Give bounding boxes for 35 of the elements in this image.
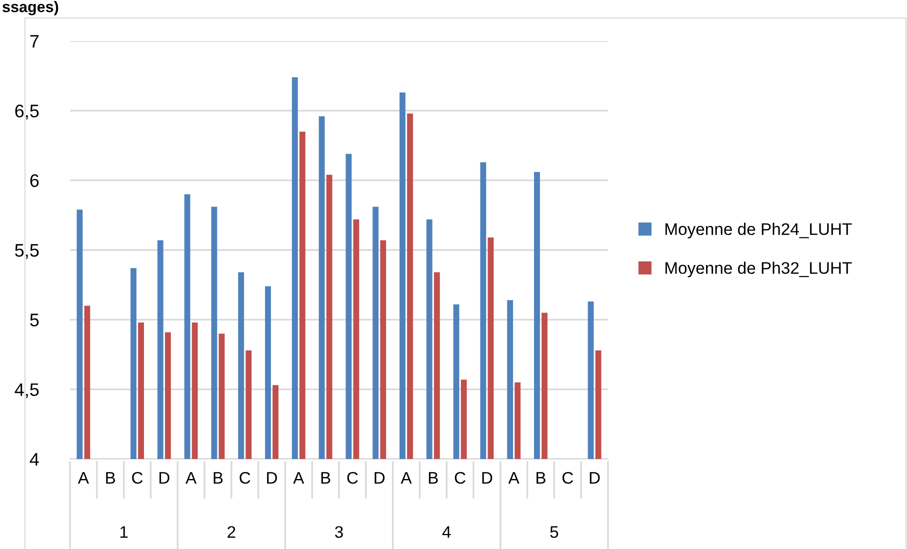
x-tick-label: B	[106, 472, 116, 484]
y-tick-label: 7	[30, 35, 39, 48]
x-tick-label: D	[482, 472, 492, 484]
y-tick-label: 4	[30, 453, 39, 466]
text: 4	[442, 526, 451, 538]
text: 2	[228, 526, 236, 538]
y-tick-label: 5	[30, 314, 39, 326]
x-tick-label: B	[536, 472, 546, 484]
legend-label: Moyenne de Ph32_LUHT	[666, 262, 852, 278]
x-tick-label: A	[293, 472, 304, 484]
y-tick-label: 6	[30, 174, 39, 188]
x-tick-label: A	[78, 472, 89, 484]
y-tick-label: 6,5	[15, 104, 39, 120]
x-tick-label: B	[428, 472, 438, 484]
x-tick-label: D	[590, 472, 600, 484]
x-tick-label: C	[132, 472, 143, 484]
x-tick-label: C	[562, 472, 574, 484]
legend-label: Moyenne de Ph24_LUHT	[666, 222, 852, 238]
x-tick-label: A	[186, 472, 197, 484]
x-tick-label: B	[214, 472, 223, 484]
x-tick-label: A	[400, 472, 412, 484]
x-tick-label: C	[347, 472, 358, 484]
text: 3	[335, 526, 343, 538]
x-tick-label: D	[374, 472, 385, 484]
x-tick-label: B	[321, 472, 330, 484]
x-tick-label: D	[160, 472, 170, 484]
text: 5	[550, 526, 558, 538]
y-tick-label: 5,5	[15, 244, 39, 259]
x-tick-label: C	[240, 472, 250, 484]
text: 1	[120, 526, 128, 538]
chart-title: ssages)	[2, 1, 58, 16]
x-tick-label: C	[454, 472, 466, 484]
y-tick-label: 4,5	[14, 383, 39, 398]
x-tick-label: A	[508, 472, 520, 484]
x-tick-label: D	[267, 472, 277, 484]
